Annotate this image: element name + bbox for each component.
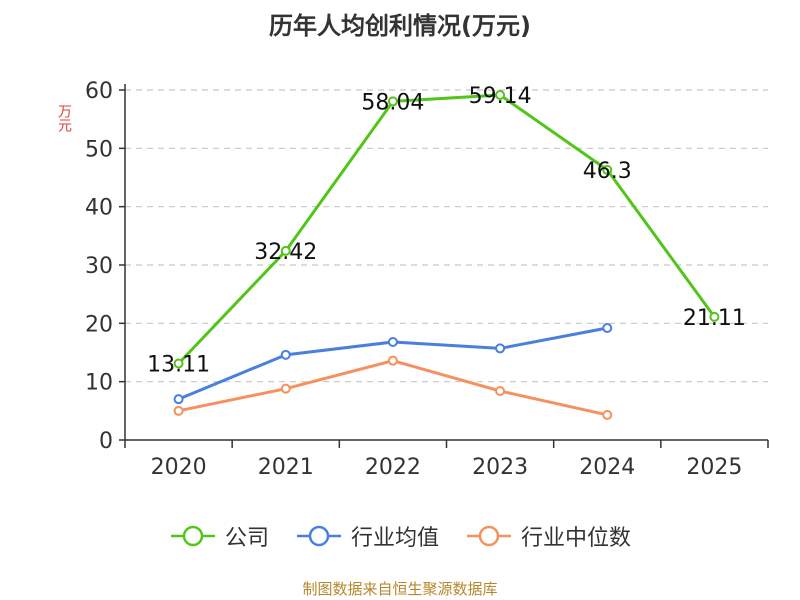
legend-marker-icon — [296, 525, 341, 547]
data-point — [280, 245, 291, 256]
legend-item[interactable]: 行业均值 — [295, 520, 439, 552]
data-label: 13.11 — [147, 353, 210, 378]
y-tick-label: 40 — [85, 196, 113, 221]
data-point — [387, 355, 398, 366]
data-point — [495, 343, 506, 354]
y-tick-label: 20 — [85, 312, 113, 337]
data-label: 58.04 — [361, 90, 424, 115]
data-point — [709, 311, 720, 322]
y-tick-label: 10 — [85, 371, 113, 396]
data-point — [495, 90, 506, 101]
x-tick-label: 2023 — [472, 455, 528, 480]
legend-marker-icon — [467, 525, 511, 547]
legend-item[interactable]: 行业中位数 — [465, 520, 631, 552]
series-line — [177, 93, 716, 365]
data-point — [387, 337, 398, 347]
legend-label: 行业均值 — [350, 526, 439, 551]
data-point — [387, 96, 398, 107]
legend-marker-icon — [170, 525, 215, 547]
legend: 公司 行业均值 行业中位数 — [0, 520, 800, 552]
data-point — [280, 349, 291, 360]
data-point — [173, 394, 184, 405]
axes: 0 10 20 30 40 50 60 2020 2021 2022 2023 2024 2025 — [85, 79, 769, 480]
data-point — [602, 409, 613, 420]
legend-item[interactable]: 公司 — [169, 520, 269, 552]
y-tick-label: 0 — [99, 429, 113, 454]
data-label: 21.11 — [683, 306, 746, 331]
data-point — [173, 405, 184, 416]
data-labels: 13.11 32.42 58.04 59.14 46.3 21.11 — [147, 84, 746, 378]
x-tick-label: 2024 — [579, 455, 635, 480]
x-tick-label: 2025 — [686, 455, 742, 480]
y-tick-label: 60 — [85, 79, 113, 104]
data-point — [495, 386, 506, 396]
series-lines — [173, 90, 720, 420]
legend-label: 行业中位数 — [521, 526, 632, 551]
y-axis-label: 万元 — [56, 104, 72, 132]
x-tick-label: 2021 — [258, 455, 314, 480]
grid-lines — [125, 89, 768, 383]
data-point — [280, 383, 291, 394]
x-tick-label: 2022 — [365, 455, 421, 480]
series-line — [178, 359, 608, 417]
data-label: 46.3 — [583, 159, 632, 184]
source-note: 制图数据来自恒生聚源数据库 — [302, 580, 498, 598]
chart-title: 历年人均创利情况(万元) — [269, 12, 531, 40]
data-label: 32.42 — [254, 240, 317, 265]
y-tick-label: 50 — [85, 137, 113, 162]
data-label: 59.14 — [469, 84, 532, 109]
data-point — [173, 358, 184, 369]
data-point — [602, 323, 613, 333]
x-tick-label: 2020 — [151, 455, 207, 480]
legend-label: 公司 — [224, 526, 269, 551]
data-point — [602, 164, 613, 175]
y-tick-label: 30 — [85, 254, 113, 279]
